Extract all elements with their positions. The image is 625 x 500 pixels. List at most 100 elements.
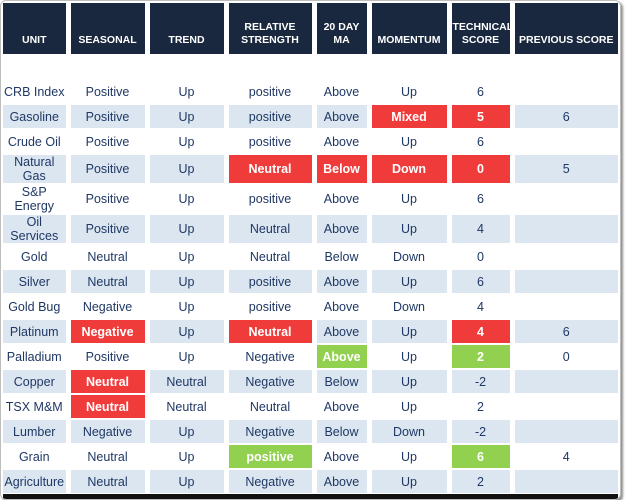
table-cell: positive xyxy=(226,79,317,105)
table-row: Platinum Negative Up Neutral Above Up 4 6 xyxy=(3,319,618,345)
table-cell: Above xyxy=(314,269,372,295)
table-cell: Up xyxy=(147,444,229,470)
table-cell: Above xyxy=(314,129,372,155)
table-cell: Up xyxy=(147,104,229,130)
table-cell: 4 xyxy=(512,444,618,470)
table-cell: Negative xyxy=(68,294,150,320)
col-header-technical-score: TECHNICAL SCORE xyxy=(449,3,515,56)
table-cell: positive xyxy=(226,444,317,470)
table-row: Gold Bug Negative Up positive Above Down 4 xyxy=(3,294,618,320)
table-row: Gasoline Positive Up positive Above Mixed 5 6 xyxy=(3,104,618,130)
table-row: Oil Services Positive Up Neutral Above Up 4 xyxy=(3,214,618,245)
unit-cell: Oil Services xyxy=(3,214,71,245)
table-cell: Neutral xyxy=(68,394,150,420)
spacer-row xyxy=(3,55,618,80)
table-row: Silver Neutral Up positive Above Up 6 xyxy=(3,269,618,295)
unit-cell: Agriculture xyxy=(3,469,71,493)
table-cell: Positive xyxy=(68,184,150,215)
table-cell: Neutral xyxy=(68,469,150,493)
table-cell: Negative xyxy=(226,419,317,445)
table-cell: Down xyxy=(369,244,452,270)
table-cell: Up xyxy=(147,129,229,155)
table-row: Natural Gas Positive Up Neutral Below Down 0 5 xyxy=(3,154,618,185)
table-cell: Up xyxy=(369,129,452,155)
table-cell: Above xyxy=(314,344,372,370)
table-cell: Positive xyxy=(68,214,150,245)
col-header-20-day-ma: 20 DAY MA xyxy=(314,3,372,56)
table-cell: Positive xyxy=(68,79,150,105)
table-cell: Up xyxy=(369,394,452,420)
unit-cell: Gasoline xyxy=(3,104,71,130)
table-cell: Positive xyxy=(68,129,150,155)
table-cell: Up xyxy=(369,369,452,395)
table-cell: Up xyxy=(369,469,452,493)
spacer-cell xyxy=(3,55,71,80)
table-cell: Down xyxy=(369,294,452,320)
table-row: Agriculture Neutral Up Negative Above Up 2 xyxy=(3,469,618,493)
table-cell: 2 xyxy=(449,344,515,370)
unit-cell: Natural Gas xyxy=(3,154,71,185)
table-cell: Up xyxy=(369,444,452,470)
table-cell: Up xyxy=(147,294,229,320)
table-cell: Up xyxy=(369,79,452,105)
spacer-cell xyxy=(226,55,317,80)
unit-cell: Gold xyxy=(3,244,71,270)
table-cell: Up xyxy=(147,79,229,105)
table-cell: Above xyxy=(314,294,372,320)
unit-cell: Grain xyxy=(3,444,71,470)
unit-cell: CRB Index xyxy=(3,79,71,105)
unit-cell: S&P Energy xyxy=(3,184,71,215)
table-bottom-border xyxy=(3,494,618,499)
col-header-trend: TREND xyxy=(147,3,229,56)
table-cell: Positive xyxy=(68,154,150,185)
table-cell: 5 xyxy=(512,154,618,185)
table-cell: Up xyxy=(369,214,452,245)
table-cell: Neutral xyxy=(226,214,317,245)
col-header-momentum: MOMENTUM xyxy=(369,3,452,56)
col-header-seasonal: SEASONAL xyxy=(68,3,150,56)
table-cell: Negative xyxy=(68,419,150,445)
spacer-cell xyxy=(147,55,229,80)
table-cell: 6 xyxy=(449,129,515,155)
table-cell: Neutral xyxy=(68,244,150,270)
table-cell: Up xyxy=(147,184,229,215)
table-cell xyxy=(512,129,618,155)
table-cell: 4 xyxy=(449,319,515,345)
table-cell xyxy=(512,469,618,493)
col-header-unit: UNIT xyxy=(3,3,71,56)
table-row: Gold Neutral Up Neutral Below Down 0 xyxy=(3,244,618,270)
table-cell: Above xyxy=(314,214,372,245)
unit-cell: Palladium xyxy=(3,344,71,370)
table-cell: Neutral xyxy=(226,394,317,420)
table-cell: Neutral xyxy=(226,154,317,185)
table-cell: 0 xyxy=(449,244,515,270)
table-cell: Above xyxy=(314,469,372,493)
table-cell: Up xyxy=(147,344,229,370)
table-cell: Mixed xyxy=(369,104,452,130)
table-cell: Above xyxy=(314,184,372,215)
table-cell: 0 xyxy=(512,344,618,370)
spacer-cell xyxy=(369,55,452,80)
table-cell: 6 xyxy=(512,104,618,130)
table-row: CRB Index Positive Up positive Above Up 6 xyxy=(3,79,618,105)
table-cell: 2 xyxy=(449,469,515,493)
unit-cell: TSX M&M xyxy=(3,394,71,420)
table-cell: Up xyxy=(369,184,452,215)
table-cell: Neutral xyxy=(226,244,317,270)
table-cell: Up xyxy=(147,469,229,493)
table-cell: Neutral xyxy=(68,444,150,470)
table-cell: Neutral xyxy=(68,369,150,395)
table-cell: 4 xyxy=(449,214,515,245)
table-header: UNIT SEASONAL TREND RELATIVE STRENGTH 20 DAY… xyxy=(3,3,618,56)
table-cell: Neutral xyxy=(147,394,229,420)
table-cell: Above xyxy=(314,444,372,470)
table-row: Palladium Positive Up Negative Above Up 2 0 xyxy=(3,344,618,370)
col-header-relative-strength: RELATIVE STRENGTH xyxy=(226,3,317,56)
table-cell xyxy=(512,244,618,270)
table-cell: 6 xyxy=(449,79,515,105)
table-cell: Up xyxy=(147,244,229,270)
table-cell: Neutral xyxy=(147,369,229,395)
table-cell: 5 xyxy=(449,104,515,130)
table-cell: 6 xyxy=(512,319,618,345)
table-cell: Neutral xyxy=(226,319,317,345)
